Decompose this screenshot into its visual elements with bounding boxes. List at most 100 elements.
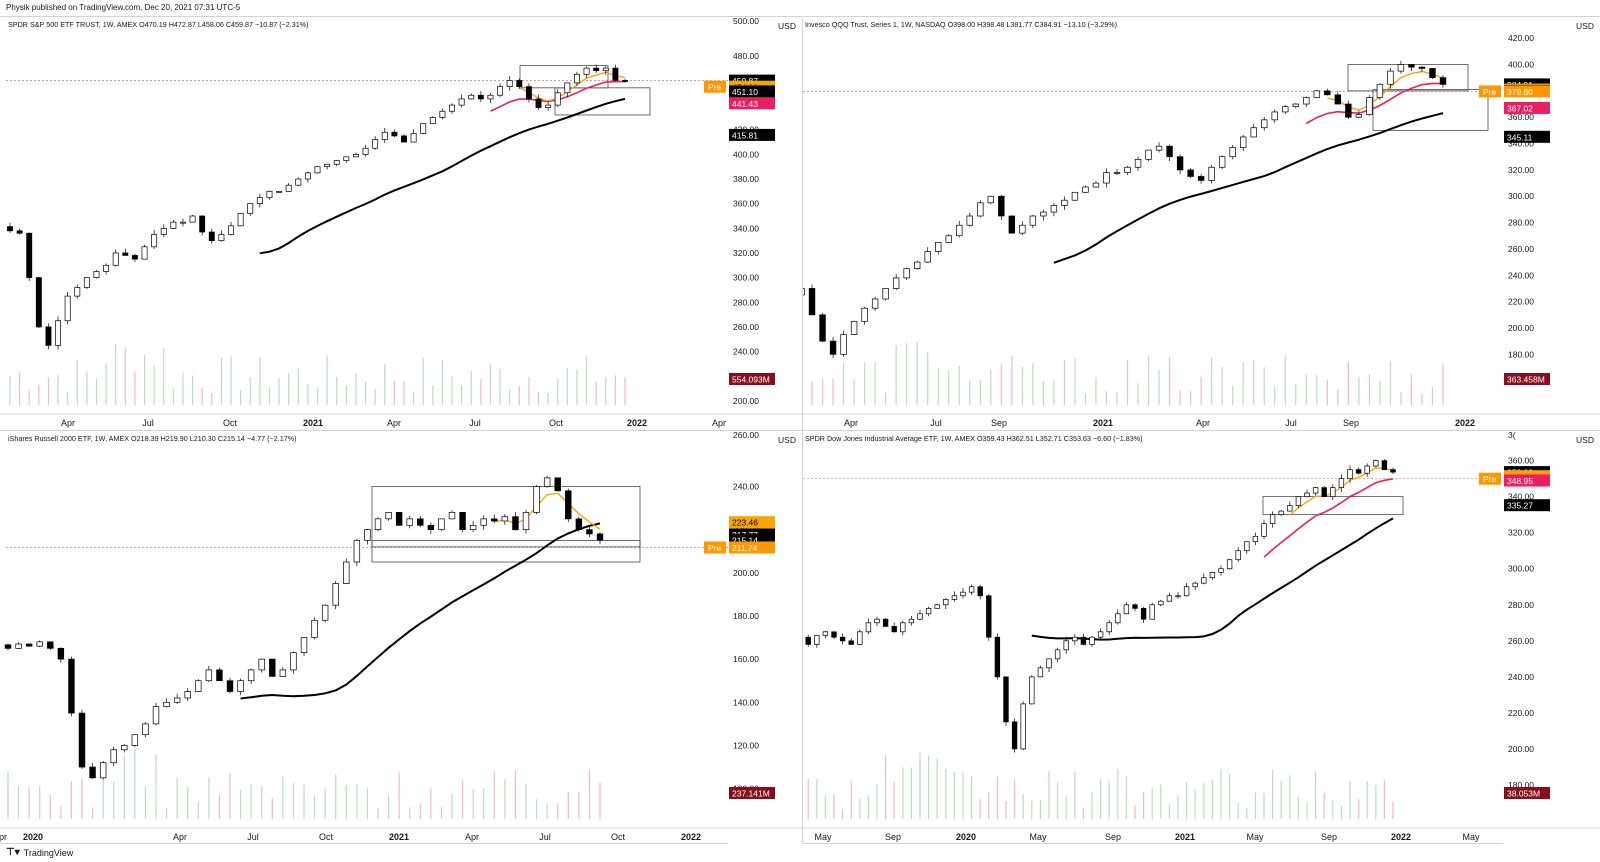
y-tick-label: 240.00: [1508, 672, 1534, 682]
candle-body: [1235, 550, 1241, 561]
tradingview-logo-icon[interactable]: ⊤▾: [6, 847, 20, 858]
candle-body: [554, 477, 561, 492]
candle-body: [266, 191, 273, 198]
panel-divider-horizontal: [0, 430, 1600, 431]
price-tag-ema_mid: 348.95: [1507, 476, 1533, 486]
candle-body: [469, 524, 477, 530]
y-tick-label: 320.00: [1508, 165, 1534, 175]
volume-bar: [1368, 374, 1370, 405]
volume-bar: [832, 378, 834, 405]
currency-label: USD: [1576, 435, 1594, 445]
volume-bar: [393, 380, 395, 405]
volume-bar: [1190, 391, 1192, 405]
volume-bar: [867, 795, 869, 819]
x-tick-label: Jul: [247, 832, 259, 842]
y-tick-label: 320.00: [1508, 528, 1534, 538]
price-tag-ema_mid: 441.43: [732, 99, 758, 109]
candle-body: [1080, 636, 1087, 645]
y-tick-label: 480.00: [733, 51, 759, 61]
candle-body: [1429, 68, 1436, 79]
x-tick-label: Oct: [611, 832, 626, 842]
candle-body: [977, 586, 983, 597]
range-box: [1347, 64, 1469, 92]
candle-body: [1176, 156, 1184, 171]
volume-bar: [1410, 373, 1413, 405]
candle-body: [1140, 608, 1147, 620]
candle-body: [803, 288, 805, 296]
candle-body: [1324, 90, 1331, 96]
candle-body: [564, 82, 571, 94]
volume-bar: [566, 367, 568, 405]
candle-body: [1282, 106, 1289, 113]
volume-bar: [440, 806, 443, 819]
candle-body: [512, 516, 519, 530]
volume-bar: [134, 749, 136, 819]
y-tick-label: 140.00: [733, 697, 759, 707]
candle-body: [805, 636, 811, 645]
candle-body: [1304, 492, 1310, 498]
candle-body: [1071, 191, 1079, 201]
volume-bar: [384, 364, 386, 405]
volume-bar: [1289, 775, 1291, 819]
candle-body: [1334, 94, 1342, 105]
candle-body: [1029, 676, 1035, 705]
candle-body: [1373, 460, 1379, 467]
volume-bar: [182, 372, 184, 405]
candle-body: [945, 235, 952, 243]
sma-long-line: [1053, 112, 1444, 264]
candle-body: [593, 67, 600, 71]
candle-body: [1347, 469, 1353, 479]
volume-bar: [958, 365, 960, 405]
volume-bar: [595, 382, 597, 405]
y-tick-label: 340.00: [1508, 492, 1534, 502]
volume-bar: [1383, 780, 1385, 819]
x-tick-label: 2022: [681, 832, 701, 842]
volume-bar: [398, 772, 400, 819]
volume-bar: [1022, 793, 1024, 819]
volume-bar: [547, 393, 549, 405]
volume-bar: [833, 794, 835, 819]
candle-body: [1097, 631, 1104, 638]
y-tick-label: 260.00: [1508, 244, 1534, 254]
candle-body: [142, 723, 149, 736]
candle-body: [857, 631, 863, 645]
candle-body: [74, 287, 81, 297]
chart-panel-spy[interactable]: SPDR S&P 500 ETF TRUST, 1W, AMEX O470.19…: [0, 17, 802, 430]
candle-body: [977, 202, 984, 217]
candle-body: [986, 595, 992, 638]
price-tag-price: 215.14: [732, 536, 758, 546]
candle-body: [258, 658, 265, 671]
x-tick-label: 2021: [1093, 418, 1113, 428]
y-tick-label: 420.00: [1508, 33, 1534, 43]
candle-body: [622, 80, 628, 82]
candle-body: [1408, 64, 1415, 68]
volume-bar: [412, 391, 415, 405]
candle-body: [1418, 66, 1426, 69]
chart-panel-qqq[interactable]: Invesco QQQ Trust, Series 1, 1W, NASDAQ …: [803, 17, 1600, 430]
candle-body: [449, 104, 455, 112]
y-tick-label: 360.00: [733, 199, 759, 209]
volume-bar: [324, 788, 326, 819]
chart-panel-dia[interactable]: SPDR Dow Jones Industrial Average ETF, 1…: [803, 431, 1600, 844]
candle-body: [960, 591, 966, 597]
footer-brand[interactable]: TradingView: [23, 847, 74, 858]
volume-bar: [853, 379, 855, 405]
volume-bar: [483, 788, 485, 819]
volume-bar: [292, 783, 295, 819]
candle-body: [439, 110, 446, 118]
candle-body: [83, 277, 90, 288]
volume-bar: [239, 789, 242, 819]
volume-bar: [624, 377, 626, 405]
chart-panel-iwm[interactable]: iShares Russell 2000 ETF, 1W, AMEX O218.…: [0, 431, 802, 844]
candle-body: [565, 490, 572, 520]
ema-short-line: [519, 71, 626, 102]
candle-body: [1364, 465, 1370, 474]
candle-body: [68, 658, 75, 714]
volume-bar: [910, 767, 912, 819]
volume-bar: [409, 807, 411, 819]
y-tick-label: 240.00: [733, 481, 759, 491]
candle-body: [1397, 64, 1405, 72]
price-tag-bg: [1504, 130, 1550, 143]
candle-body: [1115, 613, 1121, 624]
volume-bar: [39, 785, 41, 819]
